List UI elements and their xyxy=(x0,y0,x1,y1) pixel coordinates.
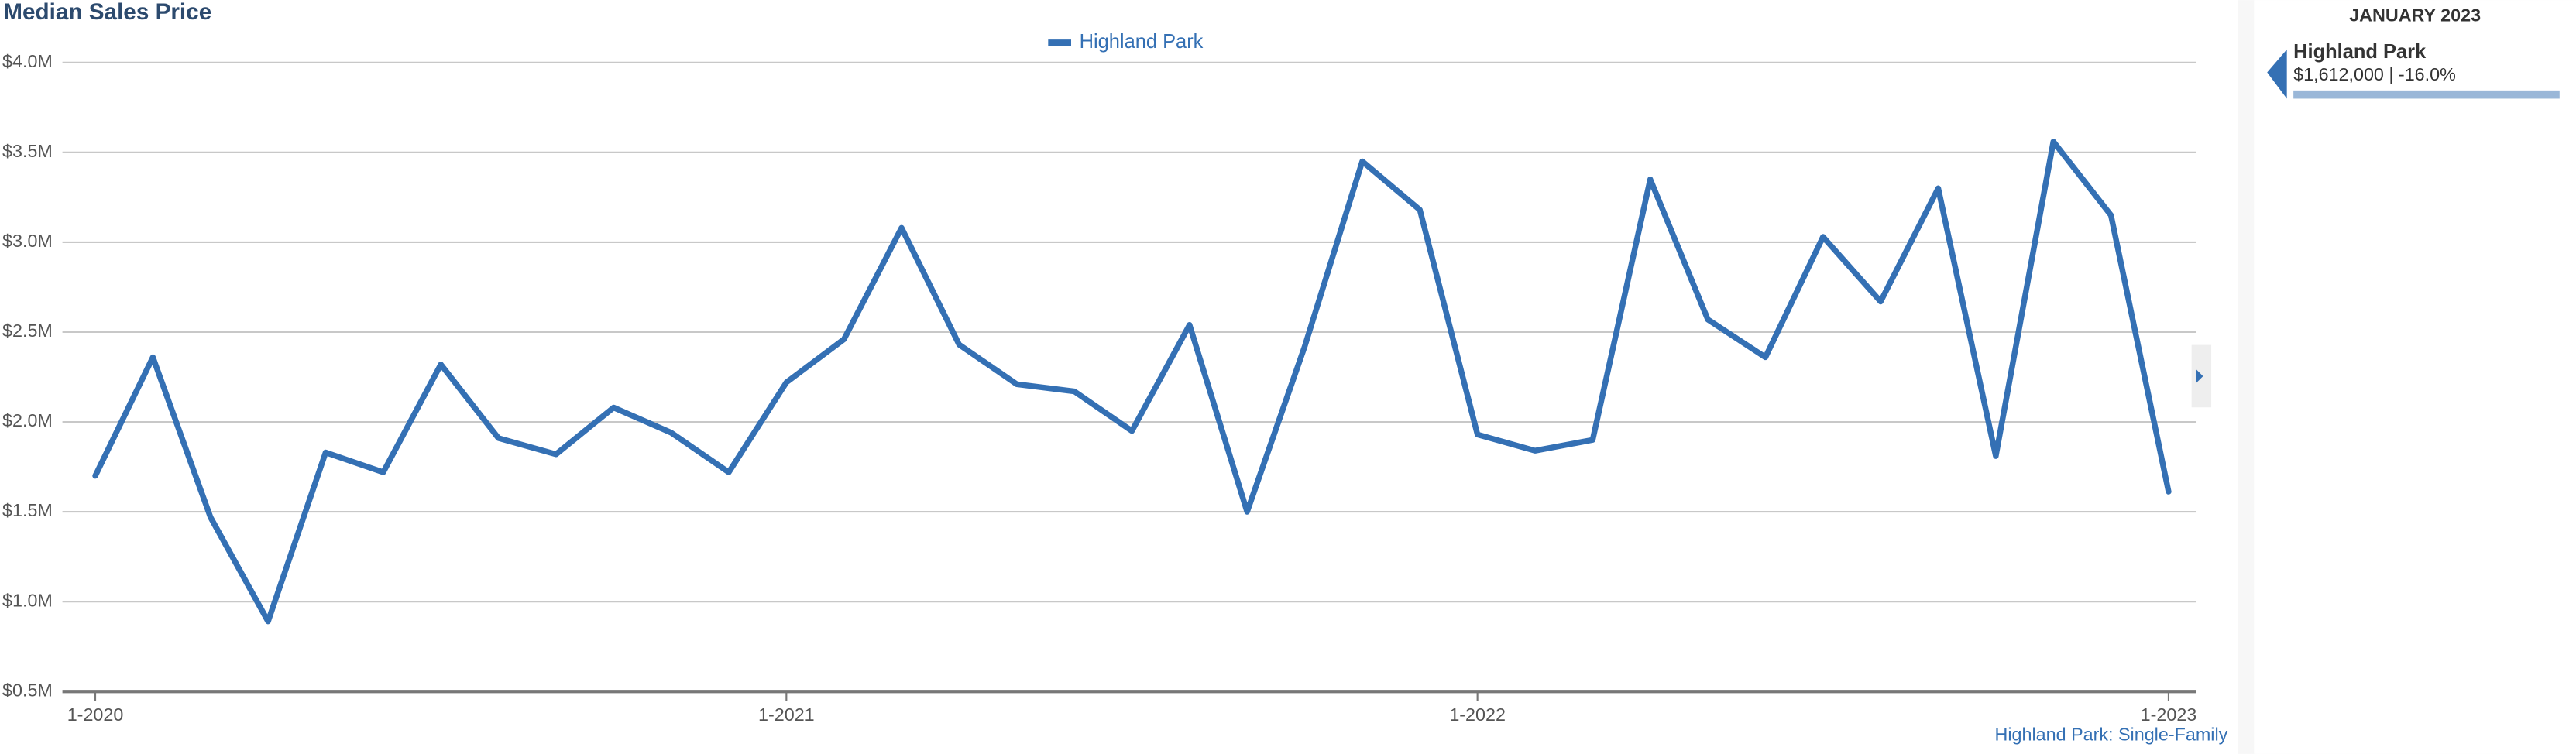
x-tick-label: 1-2022 xyxy=(1449,704,1506,725)
y-tick-label: $2.0M xyxy=(2,410,53,430)
x-tick-label: 1-2020 xyxy=(67,704,124,725)
panel-name: Highland Park xyxy=(2293,41,2427,63)
y-tick-label: $3.0M xyxy=(2,231,53,251)
panel-date: JANUARY 2023 xyxy=(2349,5,2481,26)
toggle-arrow xyxy=(2196,369,2203,383)
panel-value: $1,612,000 | -16.0% xyxy=(2293,64,2456,84)
y-tick-label: $1.5M xyxy=(2,500,53,520)
line-series xyxy=(92,139,2172,625)
y-tick-label: $2.5M xyxy=(2,320,53,341)
panel-pointer xyxy=(2267,49,2287,99)
y-tick-label: $4.0M xyxy=(2,51,53,71)
y-tick-label: $0.5M xyxy=(2,680,53,700)
panel-bar xyxy=(2293,90,2560,99)
x-tick-label: 1-2023 xyxy=(2141,704,2197,725)
legend-label: Highland Park xyxy=(1080,31,1204,53)
y-tick-label: $3.5M xyxy=(2,141,53,161)
chart-title: Median Sales Price xyxy=(3,0,211,25)
x-tick-label: 1-2021 xyxy=(758,704,815,725)
side-panel xyxy=(2254,0,2576,754)
y-tick-label: $1.0M xyxy=(2,590,53,610)
footnote: Highland Park: Single-Family xyxy=(1995,725,2228,745)
